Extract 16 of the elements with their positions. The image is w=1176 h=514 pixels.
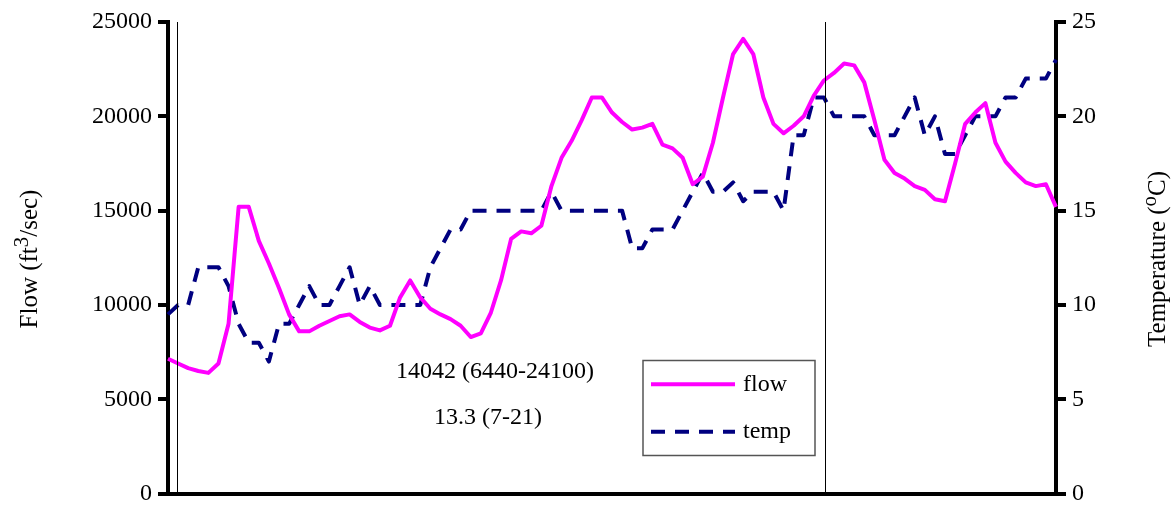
legend-label: temp <box>743 417 791 444</box>
y-tick-label: 5000 <box>104 384 152 411</box>
annotation: 14042 (6440-24100) <box>396 357 594 384</box>
y2-tick-label: 5 <box>1072 384 1084 411</box>
y2-tick-label: 25 <box>1072 7 1096 34</box>
annotation: 13.3 (7-21) <box>434 403 542 430</box>
y-tick-label: 25000 <box>92 7 152 34</box>
y2-tick-label: 0 <box>1072 478 1084 505</box>
y-tick-label: 20000 <box>92 101 152 128</box>
y-tick-label: 15000 <box>92 195 152 222</box>
y2-tick-label: 15 <box>1072 195 1096 222</box>
y-tick-label: 10000 <box>92 290 152 317</box>
y-tick-label: 0 <box>140 478 152 505</box>
legend-label: flow <box>743 369 788 396</box>
y2-tick-label: 10 <box>1072 290 1096 317</box>
y2-tick-label: 20 <box>1072 101 1096 128</box>
